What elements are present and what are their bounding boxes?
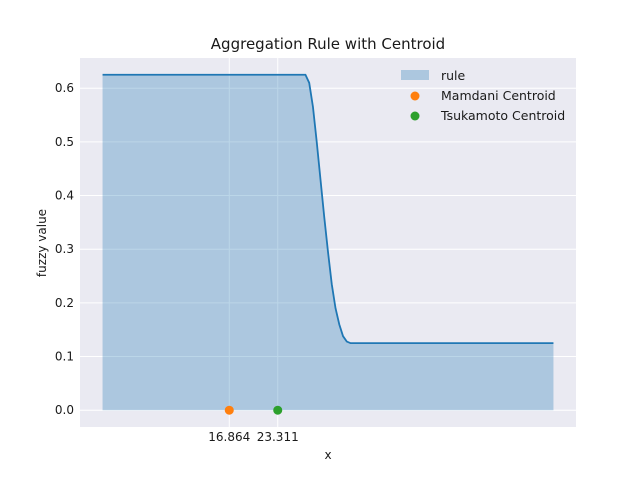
legend-marker-mamdani (410, 91, 420, 101)
y-tick-label: 0.4 (55, 189, 74, 203)
legend-swatch-rule (401, 70, 429, 80)
line-layer (102, 73, 554, 345)
y-axis-label: fuzzy value (35, 209, 49, 277)
rule-line (102, 73, 554, 345)
chart-title: Aggregation Rule with Centroid (211, 35, 445, 53)
y-tick-label: 0.6 (55, 81, 74, 95)
mamdani-centroid-point (224, 405, 234, 415)
area-layer (102, 74, 554, 411)
x-ticks: 16.864 23.311 (208, 430, 298, 444)
y-tick-label: 0.3 (55, 242, 74, 256)
x-tick-label: 16.864 (208, 430, 250, 444)
rule-area (102, 74, 554, 411)
legend: rule Mamdani Centroid Tsukamoto Centroid (401, 68, 565, 123)
legend-label-rule: rule (441, 68, 466, 83)
y-tick-label: 0.0 (55, 403, 74, 417)
x-axis-label: x (324, 448, 331, 462)
y-ticks: 0.0 0.1 0.2 0.3 0.4 0.5 0.6 (55, 81, 74, 417)
tsukamoto-centroid-point (273, 405, 283, 415)
y-tick-label: 0.2 (55, 296, 74, 310)
point-layer (224, 405, 283, 415)
x-tick-label: 23.311 (257, 430, 299, 444)
legend-marker-tsukamoto (410, 111, 420, 121)
plot-background (80, 58, 576, 427)
y-tick-label: 0.1 (55, 350, 74, 364)
legend-label-tsukamoto: Tsukamoto Centroid (440, 108, 565, 123)
grid (80, 58, 576, 427)
y-tick-label: 0.5 (55, 135, 74, 149)
legend-label-mamdani: Mamdani Centroid (441, 88, 556, 103)
